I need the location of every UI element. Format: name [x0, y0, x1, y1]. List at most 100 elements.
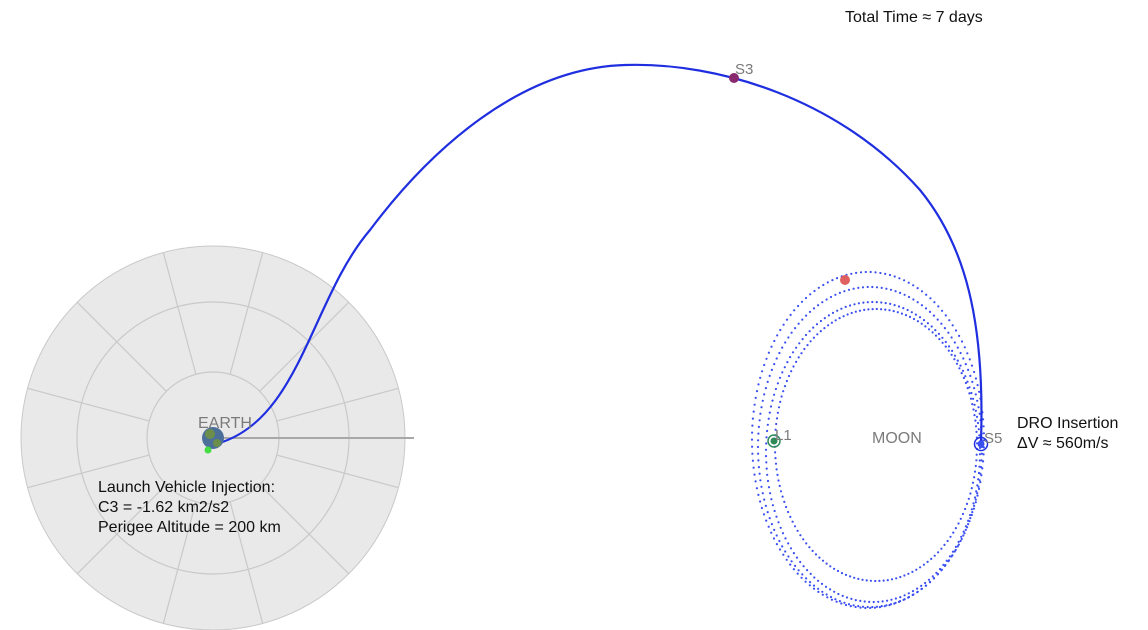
dro-orbit-dot [884, 302, 887, 305]
l1-label: L1 [775, 427, 792, 444]
dro-orbit-dot [963, 346, 966, 349]
dro-orbit-dot [775, 515, 778, 518]
dro-orbit-dot [783, 500, 786, 503]
dro-orbit-dot [929, 297, 932, 300]
dro-orbit-dot [911, 590, 915, 593]
dro-orbit-dot [767, 486, 771, 489]
dro-orbit-dot [875, 307, 878, 311]
dro-orbit-dot [846, 313, 849, 316]
dro-orbit-dot [795, 360, 798, 363]
dro-orbit-dot [840, 307, 843, 310]
dro-orbit-dot [968, 358, 971, 361]
dro-orbit-dot [935, 571, 938, 574]
dro-orbit-dot [968, 386, 971, 389]
dro-orbit-dot [787, 510, 790, 514]
dro-orbit-dot [942, 563, 945, 567]
dro-orbit-dot [924, 581, 927, 585]
dro-orbit-dot [979, 481, 982, 484]
dro-orbit-dot [787, 374, 791, 378]
dro-orbit-dot [855, 271, 858, 274]
dro-orbit-dot [767, 417, 770, 420]
dro-orbit-dot [853, 576, 856, 579]
earth-grid-spoke [162, 252, 197, 375]
dro-orbit-dot [975, 459, 978, 462]
dro-orbit-dot [954, 545, 958, 549]
dro-orbit-dot [765, 461, 768, 464]
dro-orbit-dot [791, 351, 795, 354]
dro-orbit-dot [974, 393, 977, 396]
dro-orbit-dot [816, 333, 819, 336]
dro-orbit-dot [980, 452, 984, 455]
dro-orbit-dot [781, 545, 784, 548]
dro-orbit-dot [769, 405, 773, 408]
dro-orbit-dot [936, 318, 939, 321]
dro-orbit-dot [890, 598, 893, 601]
dro-orbit-dot [894, 597, 898, 600]
dro-orbit-dot [966, 380, 969, 383]
dro-orbit-dot [971, 510, 974, 514]
dro-orbit-dot [760, 406, 763, 409]
dro-orbit-dot [859, 599, 862, 603]
dro-orbit-dot [907, 596, 910, 599]
dro-orbit-dot [779, 400, 782, 403]
dro-orbit-dot [840, 602, 843, 605]
dro-orbit-dot [764, 455, 768, 458]
dro-orbit-dot [849, 575, 852, 578]
dro-orbit-dot [781, 371, 784, 374]
dro-orbit-dot [873, 606, 877, 609]
dro-orbit-dot [966, 387, 969, 390]
dro-orbit-dot [969, 374, 972, 377]
dro-orbit-dot [817, 579, 820, 582]
dro-orbit-dot [823, 327, 826, 330]
earth-grid-spoke [276, 454, 399, 489]
spacecraft-position-marker [840, 275, 850, 285]
s5-marker-core [977, 440, 985, 448]
dro-orbit-dot [821, 559, 825, 562]
dro-orbit-dot [875, 286, 879, 289]
dro-orbit-dot [826, 281, 829, 284]
dro-orbit-dot [916, 301, 919, 304]
dro-orbit-dot [962, 357, 965, 360]
dro-orbit-dot [941, 309, 944, 312]
dro-orbit-dot [943, 327, 947, 330]
dro-orbit-dot [962, 534, 965, 537]
dro-orbit-dot [852, 287, 855, 290]
dro-orbit-dot [961, 512, 965, 516]
dro-orbit-dot [888, 309, 891, 312]
dro-orbit-dot [976, 399, 979, 402]
earth-globe-icon [202, 427, 224, 449]
dro-orbit-dot [864, 270, 867, 274]
dro-orbit-dot [763, 363, 766, 367]
dro-orbit-dot [758, 419, 761, 422]
dro-orbit-dot [766, 429, 769, 433]
dro-orbit-dot [752, 466, 755, 469]
dro-orbit-dot [885, 287, 888, 290]
dro-orbit-dot [808, 546, 811, 549]
dro-orbit-dot [762, 513, 766, 516]
dro-orbit-dot [982, 453, 985, 456]
dro-orbit-dot [875, 301, 878, 304]
dro-orbit-dot [925, 293, 928, 296]
dro-orbit-dot [792, 568, 796, 571]
dro-orbit-dot [779, 328, 782, 332]
dro-orbit-dot [893, 602, 896, 605]
dro-orbit-dot [916, 287, 919, 290]
dro-orbit-dot [824, 585, 828, 588]
dro-orbit-dot [854, 605, 857, 609]
dro-orbit-dot [882, 579, 885, 582]
dro-orbit-dot [850, 597, 853, 601]
dro-orbit-dot [812, 336, 816, 339]
dro-orbit-dot [774, 457, 777, 460]
dro-orbit-dot [931, 331, 934, 334]
dro-orbit-dot [765, 442, 768, 445]
dro-orbit-dot [768, 411, 771, 414]
dro-orbit-dot [768, 374, 771, 377]
dro-orbit-dot [973, 504, 976, 507]
dro-orbit-dot [943, 543, 946, 547]
dro-orbit-dot [951, 554, 954, 557]
dro-orbit-dot [937, 332, 941, 335]
earth-grid-spoke [229, 252, 264, 375]
dro-orbit-dot [973, 387, 976, 390]
dro-orbit-dot [838, 600, 842, 603]
dro-orbit-dot [903, 293, 906, 296]
